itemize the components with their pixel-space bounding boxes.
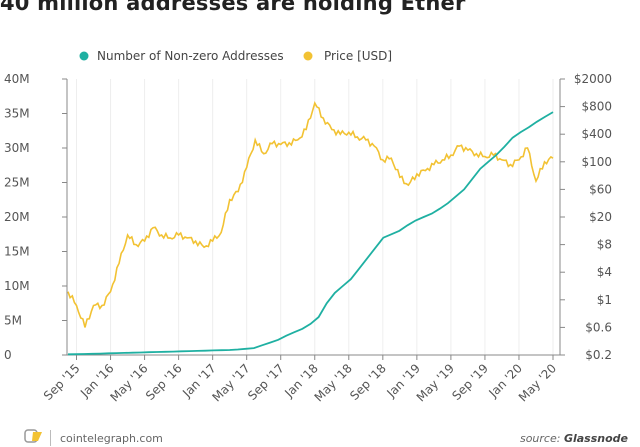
source-prefix: source:: [519, 432, 561, 445]
x-tick-label: Sep '19: [449, 361, 491, 403]
y-right-tick-label: $60: [589, 182, 612, 196]
footer-divider: [50, 430, 51, 446]
y-left-tick-label: 25M: [4, 176, 30, 190]
legend-dot-price: [303, 51, 313, 61]
y-right-tick-label: $4: [597, 265, 612, 279]
grid: [76, 79, 554, 355]
x-tick-label: May '18: [312, 361, 355, 404]
y-left-tick-label: 15M: [4, 245, 30, 259]
x-tick-label: Sep '17: [245, 361, 287, 403]
cointelegraph-logo-icon: [24, 428, 44, 447]
y-left-tick-label: 5M: [4, 314, 22, 328]
y-right-tick-label: $0.6: [585, 320, 612, 334]
y-right-tick-label: $1: [597, 293, 612, 307]
y-right-tick-label: $100: [581, 155, 612, 169]
footer-site[interactable]: cointelegraph.com: [60, 432, 163, 445]
y-left-tick-label: 30M: [4, 141, 30, 155]
y-left-tick-label: 40M: [4, 72, 30, 86]
legend-dot-addresses: [79, 51, 89, 61]
x-tick-label: Sep '15: [41, 361, 83, 403]
y-right-tick-label: $0.2: [585, 348, 612, 362]
y-left-tick-label: 20M: [4, 210, 30, 224]
legend: Number of Non-zero Addresses Price [USD]: [79, 49, 392, 63]
x-tick-label: Sep '16: [143, 361, 185, 403]
series-lines: [67, 101, 554, 356]
addresses-line: [67, 111, 554, 356]
legend-label-price: Price [USD]: [324, 49, 392, 63]
price-line: [67, 101, 554, 328]
legend-label-addresses: Number of Non-zero Addresses: [97, 49, 284, 63]
y-right-tick-label: $800: [581, 100, 612, 114]
x-tick-label: May '20: [516, 361, 559, 404]
x-tick-label: Sep '18: [347, 361, 389, 403]
y-left-tick-label: 10M: [4, 279, 30, 293]
y-left-tick-label: 35M: [4, 107, 30, 121]
x-tick-label: May '16: [107, 361, 150, 404]
y-right-tick-label: $8: [597, 238, 612, 252]
y-right-tick-label: $20: [589, 210, 612, 224]
chart-title: 40 million addresses are holding Ether: [0, 0, 466, 15]
source-name: Glassnode: [563, 432, 628, 445]
y-left-tick-label: 0: [4, 348, 12, 362]
footer-source: source: Glassnode: [520, 432, 628, 445]
x-tick-label: May '17: [210, 361, 253, 404]
y-right-tick-label: $400: [581, 127, 612, 141]
y-right-tick-label: $2000: [574, 72, 612, 86]
x-tick-label: May '19: [414, 361, 457, 404]
